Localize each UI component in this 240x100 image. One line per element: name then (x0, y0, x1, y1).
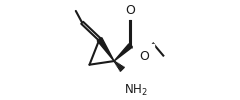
Text: NH$_2$: NH$_2$ (124, 83, 148, 98)
Text: O: O (139, 50, 149, 62)
Polygon shape (97, 38, 114, 61)
Text: O: O (126, 4, 135, 17)
Polygon shape (114, 44, 132, 61)
